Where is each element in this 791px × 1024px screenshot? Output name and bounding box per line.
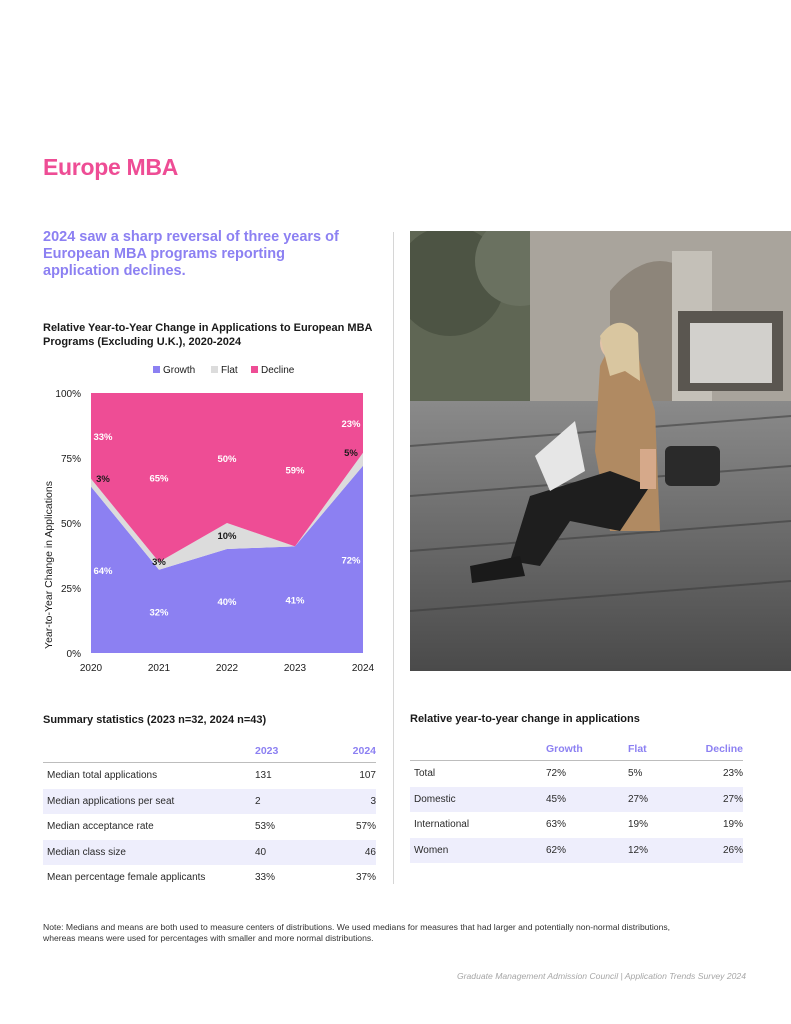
row-label: Median class size [43,839,255,865]
data-label-growth: 64% [93,566,113,577]
table-header-row: Growth Flat Decline [410,738,743,761]
x-tick-label: 2023 [284,663,307,674]
row-label: Women [410,837,546,863]
summary-stats-title: Summary statistics (2023 n=32, 2024 n=43… [43,714,267,726]
growth-value: 45% [546,786,628,812]
value-2023: 33% [255,872,276,884]
area-decline [91,393,363,562]
data-label-flat: 3% [96,474,110,485]
decline-value: 23% [722,768,743,780]
data-label-growth: 72% [341,555,361,566]
x-tick-label: 2020 [80,663,103,674]
table-row: Mean percentage female applicants 33% 37… [43,865,376,891]
area-growth [91,465,363,653]
value-2024: 37% [355,872,376,884]
chart-legend: Growth Flat Decline [153,365,295,376]
legend-label-growth: Growth [163,365,195,376]
column-header-2024: 2024 [325,740,376,763]
table-row: Domestic 45% 27% 27% [410,786,743,812]
page-title: Europe MBA [43,154,179,180]
column-header-decline: Decline [683,738,743,761]
column-divider [393,232,394,884]
decline-value: 19% [722,819,743,831]
data-label-decline: 23% [341,419,361,430]
flat-value: 12% [628,837,683,863]
x-tick-label: 2021 [148,663,171,674]
table-row: Women 62% 12% 26% [410,837,743,863]
legend-label-decline: Decline [261,365,295,376]
flat-value: 27% [628,786,683,812]
area-flat [91,452,363,570]
chart-title: Relative Year-to-Year Change in Applicat… [43,322,373,348]
column-header-growth: Growth [546,738,628,761]
table-row: Total 72% 5% 23% [410,761,743,787]
table-row: Median class size 40 46 [43,839,376,865]
stacked-area-chart: Growth Flat Decline 64% 32% 40% 41% 72% 3% 3% 10%… [43,365,375,674]
table-header-label [43,740,255,763]
value-2024: 3 [325,788,376,814]
data-label-growth: 41% [285,596,305,607]
value-2024: 57% [355,821,376,833]
value-2023: 53% [255,821,276,833]
legend-swatch-flat [211,366,218,373]
value-2023: 40 [255,839,325,865]
change-table: Growth Flat Decline Total 72% 5% 23% Dom… [410,738,743,863]
value-2023: 131 [255,770,272,782]
row-label: Domestic [410,786,546,812]
value-2024: 107 [359,770,376,782]
data-label-decline: 33% [93,432,113,443]
flat-value: 5% [628,768,643,780]
value-2023: 2 [255,788,325,814]
decline-value: 27% [683,786,743,812]
table-row: Median applications per seat 2 3 [43,788,376,814]
y-axis-label: Year-to-Year Change in Applications [43,481,55,649]
flat-value: 19% [628,819,649,831]
data-label-decline: 59% [285,466,305,477]
headline: 2024 saw a sharp reversal of three years… [43,229,339,279]
row-label: Median acceptance rate [47,821,154,833]
table-row: International 63% 19% 19% [410,812,743,838]
legend-label-flat: Flat [221,365,238,376]
column-header-2023: 2023 [255,740,325,763]
footnote: Note: Medians and means are both used to… [43,922,671,943]
data-label-flat: 5% [344,448,358,459]
data-label-decline: 50% [217,454,237,465]
decline-value: 26% [683,837,743,863]
row-label: International [414,819,470,831]
column-header-flat: Flat [628,738,683,761]
row-label: Mean percentage female applicants [47,872,206,884]
data-label-flat: 10% [217,531,237,542]
photo-woman-on-stone-steps [410,231,791,671]
row-label: Median total applications [47,770,158,782]
page-footer: Graduate Management Admission Council | … [456,971,746,981]
growth-value: 72% [546,768,567,780]
data-label-flat: 3% [152,557,166,568]
y-tick-label: 100% [55,389,81,400]
y-tick-label: 25% [61,584,81,595]
data-label-growth: 40% [217,597,237,608]
value-2024: 46 [325,839,376,865]
table-header-row: 2023 2024 [43,740,376,763]
x-tick-label: 2024 [352,663,375,674]
row-label: Median applications per seat [43,788,255,814]
x-tick-label: 2022 [216,663,239,674]
growth-value: 63% [546,819,567,831]
summary-stats-table: 2023 2024 Median total applications 131 … [43,740,376,891]
legend-swatch-growth [153,366,160,373]
table-row: Median acceptance rate 53% 57% [43,814,376,840]
y-tick-label: 50% [61,519,81,530]
data-label-growth: 32% [149,607,169,618]
y-tick-label: 75% [61,454,81,465]
legend-swatch-decline [251,366,258,373]
chart-axes: 0% 25% 50% 75% 100% 2020 2021 2022 2023 2024 [55,389,374,674]
data-label-decline: 65% [149,474,169,485]
change-table-title: Relative year-to-year change in applicat… [410,713,640,725]
plot-area: 64% 32% 40% 41% 72% 3% 3% 10% 5% 33% 65% 50% 59% 23% [91,393,363,653]
table-header-label [410,738,546,761]
y-tick-label: 0% [67,649,82,660]
table-row: Median total applications 131 107 [43,763,376,789]
growth-value: 62% [546,837,628,863]
row-label: Total [414,768,436,780]
